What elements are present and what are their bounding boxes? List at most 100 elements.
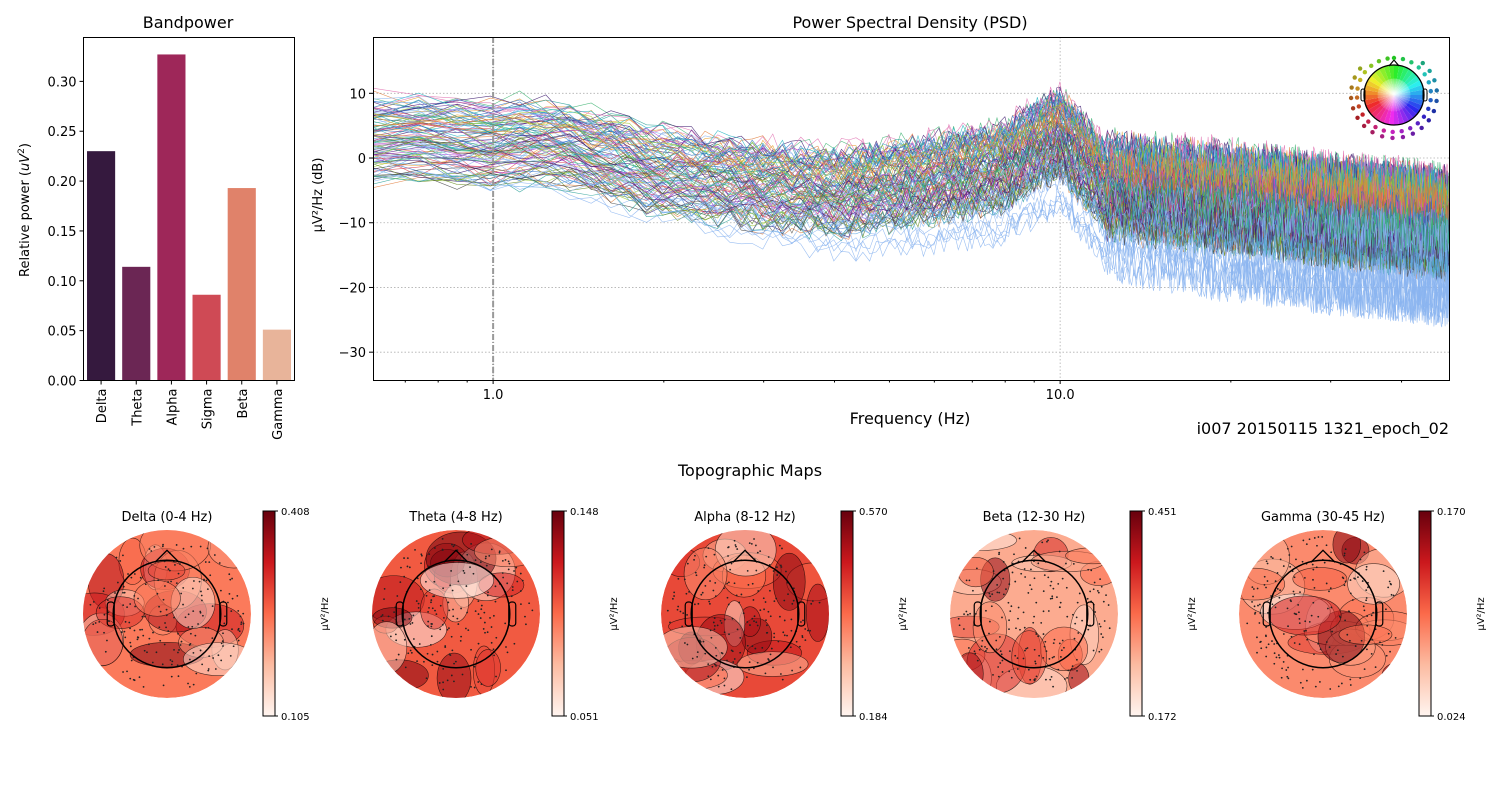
topomap-delta: Delta (0-4 Hz) 0.408 0.105 µV²/Hz	[83, 507, 331, 723]
psd-trace	[373, 171, 1450, 314]
y-tick-label: 10	[349, 87, 366, 102]
psd-frame	[373, 37, 1450, 381]
sensor-dot	[1355, 115, 1360, 120]
topomap-beta: Beta (12-30 Hz) 0.451 0.172 µV²/Hz	[950, 507, 1198, 723]
sensor-dot	[1400, 134, 1406, 140]
ear-left	[106, 601, 115, 627]
sensor-dot	[1428, 97, 1433, 103]
colorbar-unit-label: µV²/Hz	[898, 597, 909, 630]
y-tick-label: 0.30	[48, 75, 77, 90]
psd-traces	[373, 81, 1450, 328]
colorbar-min-label: 0.024	[1437, 712, 1466, 723]
colorbar-max-label: 0.148	[570, 507, 599, 518]
sensor-dot	[1421, 114, 1427, 119]
sensor-dot	[1432, 78, 1437, 83]
sensor-dot	[1349, 85, 1354, 90]
bandpower-chart: Bandpower 0.00 0.05 0.10 0.15 0.20 0.25 0.30 D…	[17, 13, 295, 440]
sensor-dot	[1350, 106, 1356, 111]
sensor-dot	[1434, 88, 1439, 93]
topomap-gamma: Gamma (30-45 Hz) 0.170 0.024 µV²/Hz	[1239, 507, 1487, 723]
x-tick-label-beta: Beta	[236, 389, 251, 419]
sensor-dot	[1379, 134, 1385, 139]
sensor-dot	[1381, 128, 1387, 133]
sensor-dot	[1356, 104, 1362, 109]
y-tick-label: 0.05	[48, 325, 77, 340]
ear-right	[508, 601, 517, 627]
sensor-dot	[1428, 88, 1433, 94]
ear-left	[684, 601, 693, 627]
sensor-dot	[1426, 118, 1431, 123]
colorbar	[1129, 510, 1143, 717]
sensor-dot	[1391, 55, 1397, 61]
bandpower-x-ticks: Delta Theta Alpha Sigma Beta Gamma	[95, 380, 286, 440]
topomap-heat	[83, 530, 251, 698]
sensor-dot	[1357, 77, 1363, 83]
colorbar-min-label: 0.051	[570, 712, 599, 723]
colorbar-max-label: 0.408	[281, 507, 310, 518]
sensor-dot	[1362, 70, 1368, 75]
colorbar-unit-label: µV²/Hz	[1187, 597, 1198, 630]
bar-delta	[87, 151, 116, 381]
bandpower-frame	[83, 37, 295, 381]
nose	[1310, 549, 1336, 563]
psd-trace	[373, 101, 1450, 220]
bar-sigma	[192, 294, 221, 381]
sensor-dot	[1361, 123, 1367, 129]
sensor-dot	[1415, 121, 1420, 126]
psd-y-label: µV²/Hz (dB)	[311, 158, 326, 233]
y-tick-label: 0.00	[48, 375, 77, 390]
sensor-dot	[1427, 68, 1432, 74]
colorbar	[262, 510, 276, 717]
colorbar	[551, 510, 565, 717]
sensor-dot	[1422, 72, 1427, 77]
y-tick-label: −10	[339, 217, 366, 232]
topomap-heat	[661, 530, 829, 698]
topomap-heat	[1239, 530, 1407, 698]
colorbar-min-label: 0.184	[859, 712, 888, 723]
y-tick-label: 0.25	[48, 125, 77, 140]
y-tick-label: 0	[358, 152, 366, 167]
nose	[732, 549, 758, 563]
head-outline	[690, 559, 800, 669]
sensor-dot	[1357, 66, 1363, 71]
topomap-title: Gamma (30-45 Hz)	[1261, 510, 1385, 525]
colorbar-min-label: 0.105	[281, 712, 310, 723]
sensor-dot	[1385, 56, 1390, 61]
x-tick-label-sigma: Sigma	[201, 389, 216, 430]
nose	[1021, 549, 1047, 563]
sensor-dot	[1410, 131, 1416, 136]
sensor-dot	[1431, 108, 1437, 114]
ear-right	[1086, 601, 1095, 627]
head-outline	[1268, 559, 1378, 669]
colorbar-max-label: 0.570	[859, 507, 888, 518]
ear-right	[1422, 88, 1428, 102]
ear-left	[1262, 601, 1271, 627]
colorbar-unit-label: µV²/Hz	[1476, 597, 1487, 630]
sensor-dot	[1420, 60, 1425, 66]
ear-left	[395, 601, 404, 627]
colorbar-max-label: 0.170	[1437, 507, 1466, 518]
y-tick-label: 0.10	[48, 275, 77, 290]
ear-right	[219, 601, 228, 627]
x-tick-label: 10.0	[1046, 388, 1075, 403]
psd-trace	[373, 141, 1450, 255]
colorbar-unit-label: µV²/Hz	[320, 597, 331, 630]
bar-gamma	[262, 329, 291, 381]
head-outline	[979, 559, 1089, 669]
topomap-title: Alpha (8-12 Hz)	[694, 510, 795, 525]
sensor-dot	[1376, 58, 1382, 64]
ear-left	[973, 601, 982, 627]
topomap-theta: Theta (4-8 Hz) 0.148 0.051 µV²/Hz	[372, 507, 620, 723]
y-tick-label: 0.20	[48, 175, 77, 190]
sensor-dot	[1434, 98, 1439, 104]
topomap-title: Beta (12-30 Hz)	[983, 510, 1086, 525]
psd-trace	[373, 81, 1450, 207]
x-tick-label-theta: Theta	[130, 389, 145, 427]
sensor-dot	[1419, 125, 1424, 131]
topomap-title: Theta (4-8 Hz)	[408, 510, 502, 525]
psd-chart: Power Spectral Density (PSD) 10 0 −10 −20 −3…	[311, 13, 1450, 428]
sensor-dot	[1373, 124, 1378, 130]
sensor-dot	[1426, 106, 1431, 112]
head-outline	[401, 559, 511, 669]
